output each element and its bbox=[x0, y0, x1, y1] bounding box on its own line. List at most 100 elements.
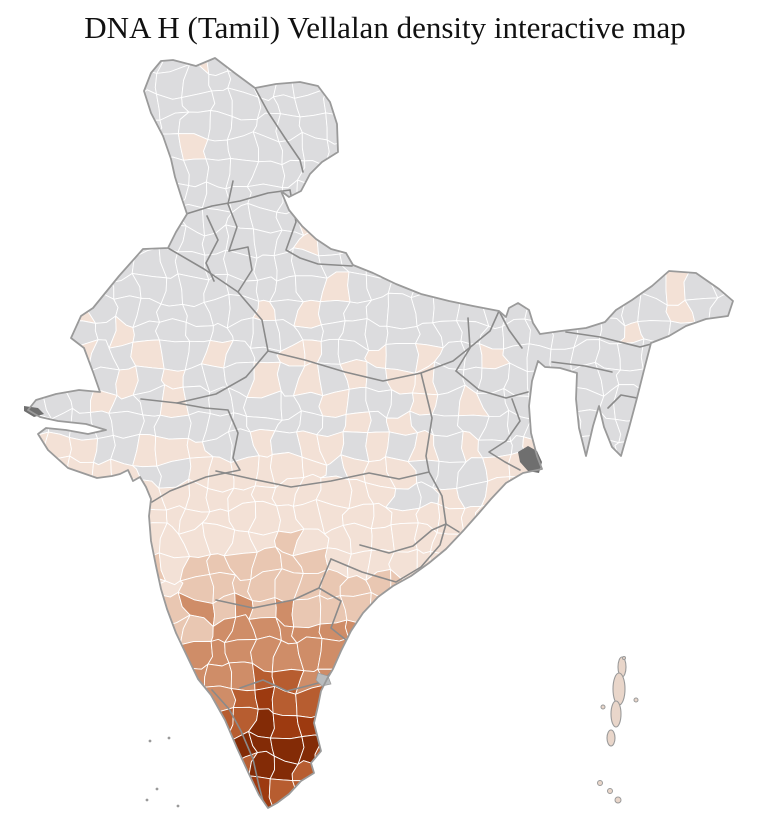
district-cell[interactable] bbox=[506, 637, 535, 669]
district-cell[interactable] bbox=[663, 568, 690, 603]
district-cell[interactable] bbox=[614, 418, 649, 444]
district-cell[interactable] bbox=[322, 712, 350, 741]
district-cell[interactable] bbox=[432, 44, 466, 75]
district-cell[interactable] bbox=[735, 342, 755, 372]
district-cell[interactable] bbox=[388, 26, 418, 45]
district-cell[interactable] bbox=[42, 477, 73, 505]
district-cell[interactable] bbox=[738, 640, 763, 670]
district-cell[interactable] bbox=[635, 644, 672, 666]
district-cell[interactable] bbox=[66, 707, 99, 737]
district-cell[interactable] bbox=[0, 209, 30, 235]
district-cell[interactable] bbox=[734, 385, 764, 415]
district-cell[interactable] bbox=[547, 292, 577, 328]
district-cell[interactable] bbox=[41, 0, 70, 6]
district-cell[interactable] bbox=[39, 178, 72, 211]
district-cell[interactable] bbox=[523, 51, 559, 76]
district-cell[interactable] bbox=[0, 391, 1, 419]
district-cell[interactable] bbox=[42, 500, 73, 534]
district-cell[interactable] bbox=[551, 545, 581, 583]
district-cell[interactable] bbox=[0, 524, 3, 549]
district-cell[interactable] bbox=[505, 622, 535, 647]
district-cell[interactable] bbox=[556, 0, 580, 28]
district-cell[interactable] bbox=[617, 87, 651, 119]
district-cell[interactable] bbox=[549, 524, 581, 552]
andaman-nicobar-islands[interactable] bbox=[597, 656, 639, 804]
district-cell[interactable] bbox=[461, 41, 487, 72]
district-cell[interactable] bbox=[20, 134, 53, 167]
district-cell[interactable] bbox=[17, 593, 45, 630]
district-cell[interactable] bbox=[86, 44, 122, 70]
district-cell[interactable] bbox=[21, 111, 53, 143]
district-cell[interactable] bbox=[156, 687, 190, 719]
district-cell[interactable] bbox=[687, 249, 717, 275]
district-cell[interactable] bbox=[548, 637, 580, 665]
district-cell[interactable] bbox=[477, 112, 506, 144]
district-cell[interactable] bbox=[597, 450, 619, 485]
district-cell[interactable] bbox=[683, 501, 719, 535]
district-cell[interactable] bbox=[111, 593, 136, 630]
district-cell[interactable] bbox=[385, 112, 421, 140]
district-cell[interactable] bbox=[683, 482, 720, 508]
district-cell[interactable] bbox=[252, 0, 282, 26]
district-cell[interactable] bbox=[154, 707, 191, 742]
district-cell[interactable] bbox=[499, 527, 536, 556]
district-cell[interactable] bbox=[25, 179, 50, 216]
district-cell[interactable] bbox=[667, 660, 692, 688]
district-cell[interactable] bbox=[544, 113, 578, 145]
district-cell[interactable] bbox=[0, 203, 5, 228]
district-cell[interactable] bbox=[669, 408, 692, 438]
district-cell[interactable] bbox=[0, 88, 27, 121]
district-cell[interactable] bbox=[666, 637, 688, 666]
district-cell[interactable] bbox=[714, 384, 737, 420]
district-cell[interactable] bbox=[66, 246, 98, 281]
district-cell[interactable] bbox=[552, 225, 576, 259]
district-cell[interactable] bbox=[480, 18, 502, 45]
district-cell[interactable] bbox=[500, 65, 531, 93]
district-cell[interactable] bbox=[736, 277, 765, 295]
district-cell[interactable] bbox=[640, 687, 671, 708]
district-cell[interactable] bbox=[369, 41, 397, 75]
district-cell[interactable] bbox=[476, 250, 504, 276]
district-cell[interactable] bbox=[391, 41, 419, 75]
island[interactable] bbox=[607, 788, 613, 794]
district-cell[interactable] bbox=[430, 139, 467, 162]
district-cell[interactable] bbox=[0, 43, 9, 74]
district-cell[interactable] bbox=[753, 615, 770, 642]
district-cell[interactable] bbox=[617, 338, 645, 372]
island[interactable] bbox=[155, 787, 159, 791]
district-cell[interactable] bbox=[484, 0, 512, 5]
district-cell[interactable] bbox=[522, 135, 552, 158]
district-cell[interactable] bbox=[317, 40, 349, 65]
district-cell[interactable] bbox=[592, 71, 627, 94]
district-cell[interactable] bbox=[41, 622, 76, 650]
district-cell[interactable] bbox=[17, 316, 46, 349]
district-cell[interactable] bbox=[39, 546, 74, 581]
district-cell[interactable] bbox=[683, 615, 715, 650]
district-cell[interactable] bbox=[524, 546, 559, 577]
district-cell[interactable] bbox=[0, 783, 3, 803]
district-cell[interactable] bbox=[363, 182, 397, 214]
district-cell[interactable] bbox=[318, 161, 352, 188]
district-cell[interactable] bbox=[687, 567, 719, 603]
district-cell[interactable] bbox=[573, 276, 603, 305]
district-cell[interactable] bbox=[65, 199, 97, 234]
district-cell[interactable] bbox=[576, 88, 605, 122]
district-cell[interactable] bbox=[111, 780, 144, 810]
district-cell[interactable] bbox=[645, 732, 669, 761]
district-cell[interactable] bbox=[0, 740, 5, 766]
district-cell[interactable] bbox=[735, 433, 763, 466]
district-cell[interactable] bbox=[0, 477, 25, 510]
district-cell[interactable] bbox=[116, 64, 144, 97]
district-cell[interactable] bbox=[65, 753, 96, 788]
district-cell[interactable] bbox=[735, 366, 764, 394]
district-cell[interactable] bbox=[3, 134, 24, 166]
district-cell[interactable] bbox=[483, 757, 510, 780]
district-cell[interactable] bbox=[502, 5, 532, 28]
district-cell[interactable] bbox=[553, 805, 579, 813]
district-cell[interactable] bbox=[439, 775, 465, 811]
district-cell[interactable] bbox=[665, 434, 692, 468]
district-cell[interactable] bbox=[568, 453, 602, 484]
district-cell[interactable] bbox=[18, 708, 52, 739]
district-cell[interactable] bbox=[158, 733, 188, 765]
district-cell[interactable] bbox=[0, 72, 6, 97]
